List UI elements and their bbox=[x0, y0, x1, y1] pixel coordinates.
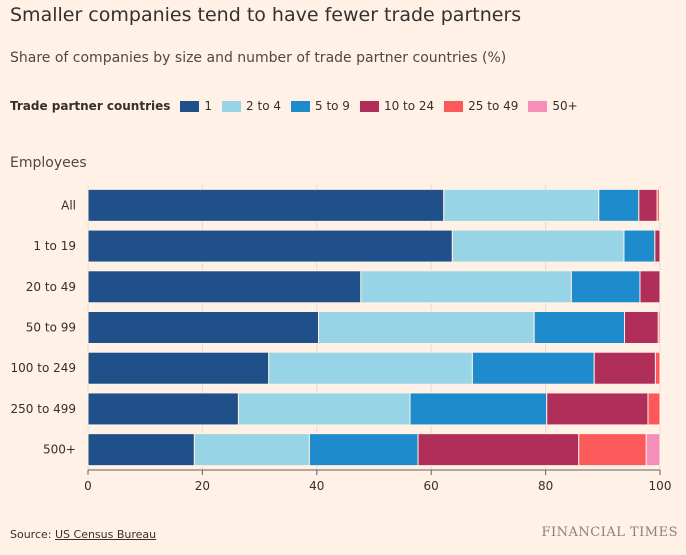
bar-segment-3-4 bbox=[657, 311, 661, 344]
y-tick-label-6: 500+ bbox=[43, 443, 76, 457]
x-tick-label-100: 100 bbox=[649, 479, 672, 493]
bar-segment-0-2 bbox=[598, 188, 640, 222]
bar-segment-4-3 bbox=[593, 351, 656, 385]
x-tick-label-0: 0 bbox=[84, 479, 92, 493]
legend-swatch-25-to-49 bbox=[444, 100, 464, 112]
x-tick-label-20: 20 bbox=[195, 479, 210, 493]
y-tick-label-2: 20 to 49 bbox=[26, 280, 76, 294]
source-note: Source: US Census Bureau bbox=[10, 528, 156, 541]
bar-segment-3-1 bbox=[318, 311, 535, 344]
y-tick-label-4: 100 to 249 bbox=[11, 361, 76, 375]
bar-segment-5-0 bbox=[87, 392, 239, 426]
x-tick-label-40: 40 bbox=[309, 479, 324, 493]
y-tick-label-5: 250 to 499 bbox=[11, 402, 76, 416]
bar-segment-4-1 bbox=[268, 351, 473, 385]
bar-segment-6-1 bbox=[193, 433, 310, 467]
legend-swatch-10-to-24 bbox=[359, 100, 379, 112]
legend-swatch-5-to-9 bbox=[291, 100, 310, 112]
legend-label-25-to-49: 25 to 49 bbox=[468, 99, 519, 113]
bar-segment-1-2 bbox=[623, 229, 656, 263]
bar-segment-2-3 bbox=[639, 270, 661, 304]
bar-segment-4-4 bbox=[654, 351, 661, 385]
source-link[interactable]: US Census Bureau bbox=[54, 528, 157, 541]
legend-swatch-50-plus bbox=[528, 100, 548, 112]
legend-item-2-to-4: 2 to 4 bbox=[222, 99, 281, 113]
legend-item-50-plus: 50+ bbox=[528, 99, 578, 113]
x-tick-label-80: 80 bbox=[538, 479, 553, 493]
legend-label-50-plus: 50+ bbox=[552, 99, 578, 113]
y-tick-label-1: 1 to 19 bbox=[33, 239, 76, 253]
bar-segment-1-1 bbox=[451, 229, 625, 263]
x-tick-label-60: 60 bbox=[424, 479, 439, 493]
brand-logo: FINANCIAL TIMES bbox=[541, 525, 678, 540]
bar-segment-5-4 bbox=[647, 392, 661, 426]
chart-title: Smaller companies tend to have fewer tra… bbox=[10, 4, 522, 26]
bar-segment-6-5 bbox=[645, 433, 661, 467]
y-tick-label-3: 50 to 99 bbox=[26, 321, 76, 335]
legend-item-5-to-9: 5 to 9 bbox=[291, 99, 350, 113]
bar-segment-2-1 bbox=[360, 270, 572, 304]
bar-segment-3-0 bbox=[87, 311, 320, 344]
bar-segment-6-0 bbox=[87, 433, 195, 467]
bar-segment-0-0 bbox=[87, 188, 445, 222]
bar-segment-2-0 bbox=[87, 270, 362, 304]
bar-segment-3-3 bbox=[624, 311, 659, 344]
legend-label-5-to-9: 5 to 9 bbox=[315, 99, 350, 113]
bar-segment-5-1 bbox=[237, 392, 411, 426]
bar-segment-5-2 bbox=[409, 392, 548, 426]
bar-segment-0-1 bbox=[443, 188, 600, 222]
bar-segment-0-3 bbox=[638, 188, 658, 222]
bar-segment-6-4 bbox=[578, 433, 647, 467]
legend-label-2-to-4: 2 to 4 bbox=[246, 99, 281, 113]
legend-item-25-to-49: 25 to 49 bbox=[444, 99, 518, 113]
bar-segment-1-3 bbox=[654, 229, 661, 263]
legend-swatch-1 bbox=[180, 100, 200, 112]
legend-title: Trade partner countries bbox=[10, 99, 171, 113]
source-prefix: Source: bbox=[10, 528, 55, 541]
bar-segment-6-3 bbox=[417, 433, 580, 467]
bar-segment-4-0 bbox=[87, 351, 270, 385]
bar-segment-5-3 bbox=[546, 392, 649, 426]
bar-segment-4-2 bbox=[471, 351, 595, 385]
legend-item-1: 1 bbox=[180, 99, 212, 113]
y-tick-label-0: All bbox=[61, 198, 76, 212]
legend-label-10-to-24: 10 to 24 bbox=[383, 99, 435, 113]
legend-label-1: 1 bbox=[204, 99, 213, 113]
bar-segment-6-2 bbox=[308, 433, 419, 467]
legend: Trade partner countries 1 2 to 4 5 to 9 … bbox=[10, 98, 588, 114]
chart-subtitle: Share of companies by size and number of… bbox=[10, 50, 507, 66]
bar-segment-0-5 bbox=[658, 188, 661, 222]
bar-segment-2-2 bbox=[570, 270, 641, 304]
bar-segment-1-0 bbox=[87, 229, 453, 263]
y-axis-title: Employees bbox=[10, 155, 87, 171]
bar-segment-3-2 bbox=[533, 311, 626, 344]
legend-swatch-2-to-4 bbox=[222, 100, 242, 112]
legend-item-10-to-24: 10 to 24 bbox=[359, 99, 435, 113]
